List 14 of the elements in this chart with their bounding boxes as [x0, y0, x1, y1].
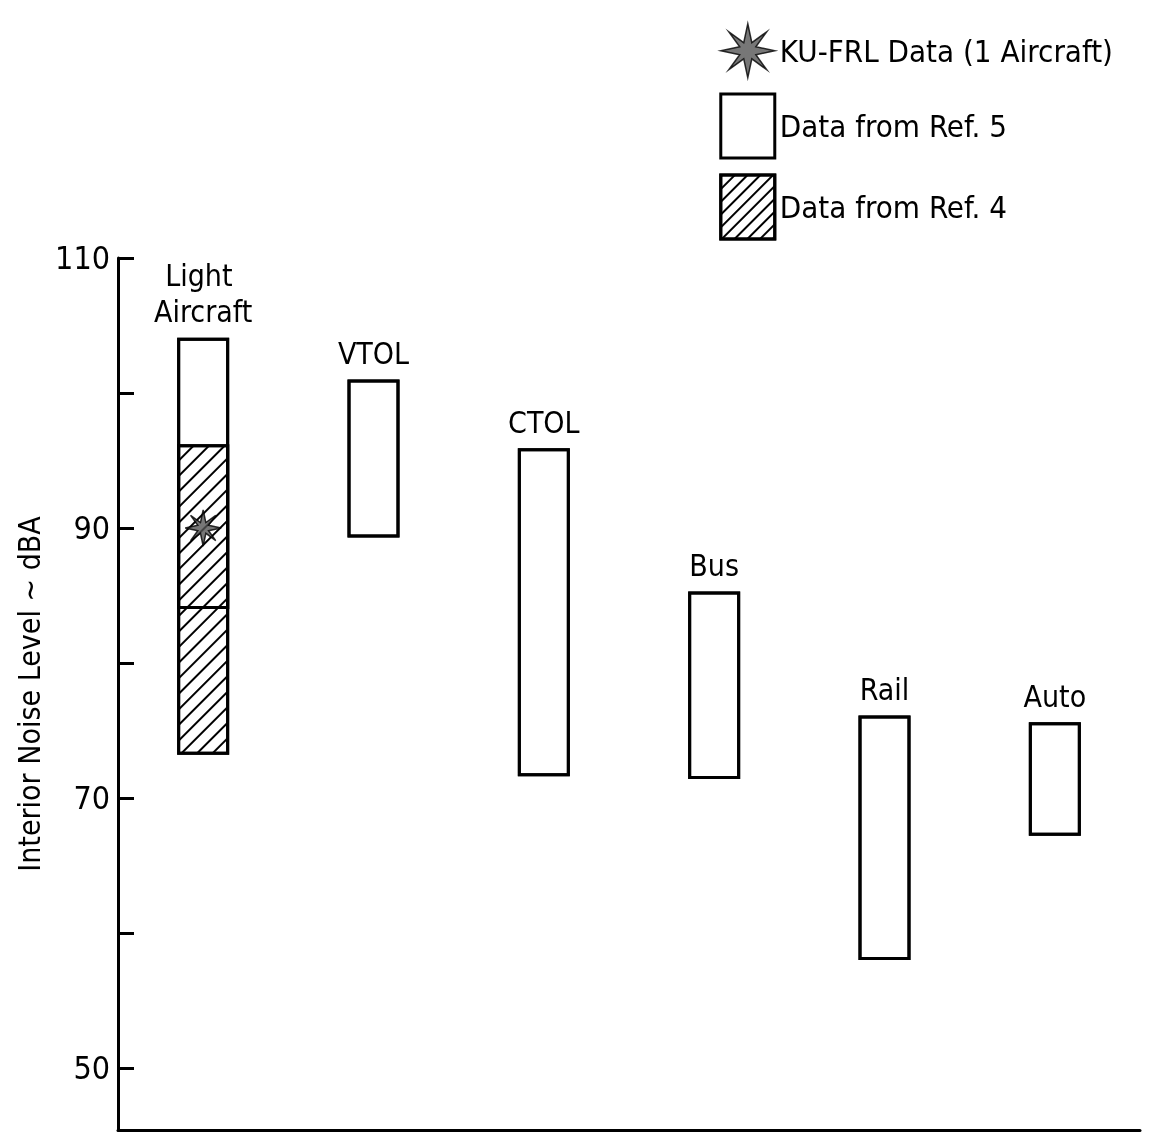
x-tick-label: Light Aircraft: [153, 258, 253, 330]
x-tick-label: Bus: [689, 547, 740, 583]
legend-label: KU-FRL Data (1 Aircraft): [779, 32, 1114, 69]
x-tick-label: Rail: [859, 672, 910, 708]
x-tick-label: Auto: [1023, 678, 1087, 714]
y-axis-title: Interior Noise Level ~ dBA: [11, 515, 47, 872]
y-tick-label: 50: [73, 1048, 110, 1087]
legend-label: Data from Ref. 4: [779, 189, 1008, 225]
y-tick-label: 90: [73, 508, 110, 547]
x-tick-label: CTOL: [508, 404, 580, 440]
y-tick-label: 70: [73, 778, 110, 817]
legend-label: Data from Ref. 5: [779, 108, 1008, 144]
x-tick-label: VTOL: [337, 335, 410, 371]
y-tick-label: 110: [55, 239, 110, 277]
